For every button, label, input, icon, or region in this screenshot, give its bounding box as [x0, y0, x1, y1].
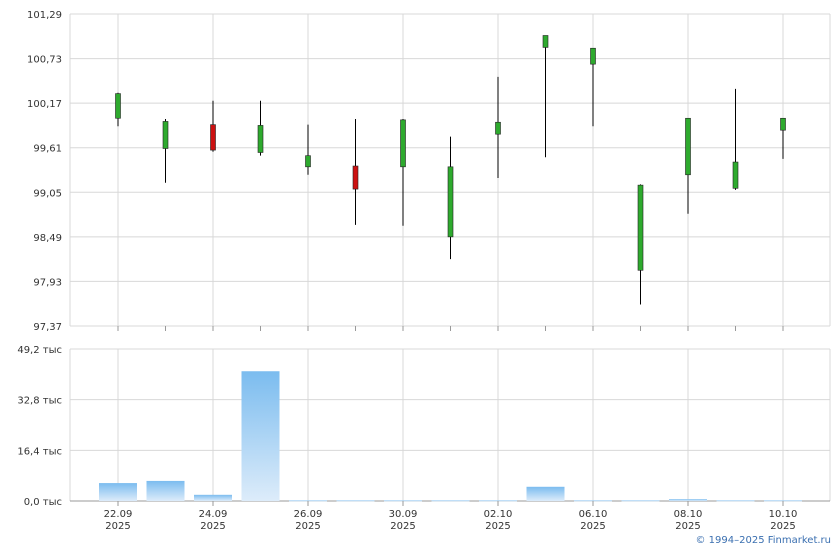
date-tick-label: 22.09: [104, 509, 133, 520]
volume-bar: [574, 500, 612, 502]
year-tick-label: 2025: [485, 521, 510, 532]
volume-bar: [289, 500, 327, 502]
year-tick-label: 2025: [295, 521, 320, 532]
candle-body: [542, 35, 549, 48]
date-tick-label: 30.09: [389, 509, 418, 520]
candle: [495, 76, 501, 178]
volume-bar: [764, 500, 802, 502]
candle-body: [352, 165, 359, 190]
price-tick-label: 101,29: [27, 10, 62, 21]
candle: [542, 35, 549, 158]
candle-body: [162, 121, 169, 149]
candle: [210, 100, 216, 152]
date-tick-label: 02.10: [484, 509, 513, 520]
price-tick-label: 97,93: [33, 277, 62, 288]
candle: [637, 184, 644, 305]
volume-bar: [716, 500, 755, 502]
candle: [400, 119, 406, 226]
volume-tick-label: 49,2 тыс: [17, 345, 62, 356]
price-tick-label: 100,17: [27, 99, 62, 110]
volume-bar: [99, 483, 137, 501]
copyright-text[interactable]: © 1994–2025 Finmarket.ru: [695, 535, 831, 546]
candle-body: [732, 161, 739, 189]
year-tick-label: 2025: [675, 521, 700, 532]
date-tick-label: 26.09: [294, 509, 323, 520]
price-tick-label: 98,49: [33, 233, 62, 244]
candle: [447, 136, 454, 260]
year-tick-label: 2025: [105, 521, 130, 532]
candle-body: [637, 184, 644, 271]
volume-bar: [621, 500, 660, 502]
candle: [352, 119, 359, 225]
candle: [162, 119, 169, 183]
year-tick-label: 2025: [770, 521, 795, 532]
candle-body: [115, 93, 121, 119]
price-tick-label: 99,05: [33, 188, 62, 199]
year-tick-label: 2025: [200, 521, 225, 532]
candle-body: [257, 125, 264, 153]
volume-bar: [669, 499, 707, 501]
volume-bar: [431, 500, 470, 502]
volume-bar: [384, 500, 422, 502]
volume-tick-label: 16,4 тыс: [17, 446, 62, 457]
volume-bar: [146, 480, 185, 501]
candle: [305, 124, 311, 175]
candle: [257, 100, 264, 156]
volume-bar: [526, 486, 565, 501]
volume-bar: [194, 494, 232, 501]
volume-bar: [479, 500, 517, 502]
date-tick-label: 24.09: [199, 509, 228, 520]
candle: [685, 117, 691, 214]
price-tick-label: 99,61: [33, 144, 62, 155]
candles: [115, 35, 786, 305]
date-tick-label: 06.10: [579, 509, 608, 520]
price-tick-label: 100,73: [27, 55, 62, 66]
candle: [115, 92, 121, 127]
candle-body: [495, 121, 501, 135]
price-tick-label: 97,37: [33, 322, 62, 333]
date-tick-label: 10.10: [769, 509, 798, 520]
candle-body: [305, 155, 311, 168]
year-tick-label: 2025: [390, 521, 415, 532]
candle: [732, 88, 739, 190]
volume-bar: [241, 371, 280, 501]
candle-body: [210, 124, 216, 151]
volume-grid: [69, 348, 831, 502]
volume-bar: [336, 500, 375, 502]
price-axis: 97,37 97,93 98,49 99,05 99,61 100,17 100,73 101…: [27, 10, 784, 333]
year-tick-label: 2025: [580, 521, 605, 532]
candle-body: [685, 117, 691, 176]
date-tick-label: 08.10: [674, 509, 703, 520]
volume-axis: 0,0 тыс 16,4 тыс 32,8 тыс 49,2 тыс: [17, 345, 62, 508]
candle-body: [780, 117, 786, 131]
candle-body: [590, 47, 596, 65]
candle: [780, 117, 786, 159]
volume-tick-label: 32,8 тыс: [17, 396, 62, 407]
candle: [590, 47, 596, 127]
candle-body: [400, 119, 406, 168]
volume-tick-label: 0,0 тыс: [24, 497, 62, 508]
candle-body: [447, 166, 454, 238]
volume-bars: [99, 371, 802, 502]
date-axis: 22.09202524.09202526.09202530.09202502.1…: [104, 501, 798, 532]
